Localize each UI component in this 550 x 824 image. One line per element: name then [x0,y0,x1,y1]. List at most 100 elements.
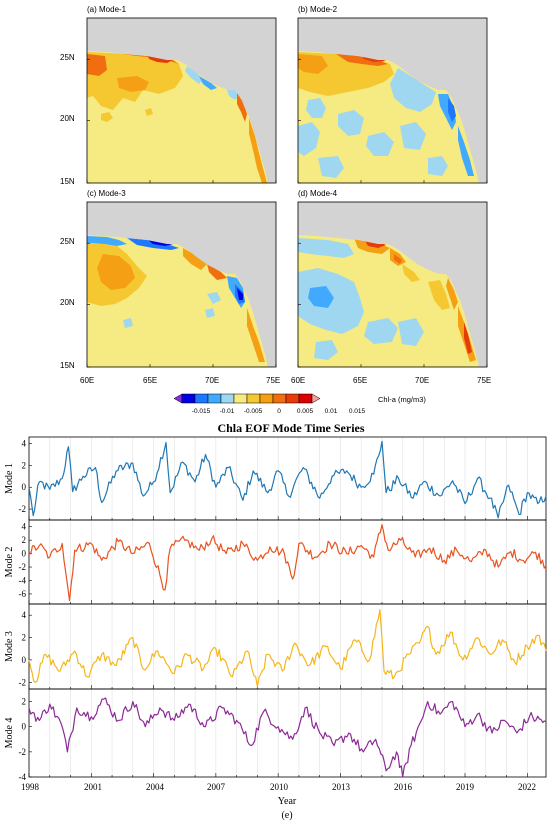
colorbar-tick-label: 0.01 [325,408,338,415]
anomaly-region [207,264,227,280]
map-field [297,17,488,184]
x-tick-label: 2007 [207,782,226,792]
colorbar-swatch [207,393,222,404]
y-tick-label: 4 [22,439,27,449]
lon-tick-label: 70E [415,376,429,385]
y-tick-label: 2 [22,633,27,643]
y-axis-label: Mode 3 [4,631,15,662]
anomaly-region [237,93,247,122]
anomaly-region [366,132,394,156]
anomaly-region [117,76,149,92]
chart-title: Chla EOF Mode Time Series [217,421,364,435]
colorbar-swatches [173,393,321,404]
anomaly-region [446,278,458,310]
y-tick-label: -4 [19,772,27,782]
x-tick-label: 2016 [394,782,413,792]
land [87,202,276,367]
lat-tick-label: 20N [60,298,75,307]
anomaly-region [298,238,354,258]
x-tick-label: 2004 [146,782,165,792]
colorbar-tick-label: 0 [277,408,281,415]
map-title: (b) Mode-2 [298,5,338,14]
lon-tick-label: 75E [266,376,280,385]
colorbar-tick-label: -0.015 [192,408,211,415]
anomaly-region [87,236,127,246]
colorbar-swatch [233,393,248,404]
colorbar-swatch [285,393,300,404]
series-line [28,524,547,602]
y-tick-label: -6 [19,589,27,599]
map-title: (c) Mode-3 [87,189,126,198]
time-series-chart: 4 2 0 -2 Mode 1 4 2 0 -2 -4 -6 Mode 2 4 2 0 -2 Mode 3 2 0 -… [4,436,547,782]
anomaly-region [237,288,243,300]
anomaly-region [428,280,450,310]
y-tick-label: 0 [22,549,27,559]
anomaly-region [249,118,267,183]
y-axis-label: Mode 4 [4,718,15,749]
anomaly-region [247,308,265,362]
y-tick-label: -2 [19,747,27,757]
sea [298,235,479,367]
anomaly-region [97,254,135,290]
lat-tick-label: 25N [60,53,75,62]
map-field [297,201,488,368]
x-tick-label: 1998 [21,782,40,792]
y-tick-label: 0 [22,482,27,492]
anomaly-region [185,66,203,84]
y-tick-label: 2 [22,535,27,545]
lon-tick-label: 60E [291,376,305,385]
anomaly-region [336,54,388,66]
lon-tick-label: 65E [353,376,367,385]
map-frame [86,201,277,368]
anomaly-region [390,68,436,112]
lat-tick-label: 20N [60,114,75,123]
colorbar-tick-label: -0.01 [220,408,235,415]
y-tick-label: 0 [22,722,27,732]
anomaly-region [145,108,153,116]
land [298,18,487,183]
anomaly-region [364,318,398,344]
colorbar-swatch [220,393,235,404]
y-tick-label: -2 [19,562,27,572]
map-panel-mode-2: (b) Mode-2 [297,5,488,184]
lon-tick-label: 75E [477,376,491,385]
map-frame [86,17,277,184]
anomaly-region [318,156,344,178]
y-tick-label: 0 [22,655,27,665]
panel-frame [28,603,547,690]
anomaly-region [199,76,217,90]
series-panel: 4 2 0 -2 Mode 1 [4,436,547,521]
x-tick-label: 2010 [270,782,289,792]
anomaly-region [338,110,364,136]
x-tick-label: 2022 [518,782,536,792]
series-line [28,608,547,688]
map-panel-mode-1: (a) Mode-1 [86,5,277,184]
anomaly-region [123,318,133,328]
y-tick-label: -2 [19,504,27,514]
anomaly-region [402,264,420,282]
series-panel: 4 2 0 -2 -4 -6 Mode 2 [4,519,547,605]
anomaly-region [298,122,320,156]
colorbar-tick-label: 0.015 [349,408,366,415]
lat-tick-label: 25N [60,237,75,246]
colorbar-swatch [181,393,196,404]
anomaly-region [207,292,221,304]
land [87,18,276,183]
map-frame [297,201,488,368]
land [298,202,487,367]
map-field [86,17,277,184]
anomaly-region [227,90,239,100]
y-tick-label: 4 [22,610,27,620]
anomaly-region [394,254,402,264]
map-panel-mode-4: (d) Mode-4 [297,189,488,368]
panel-label: (e) [281,810,292,821]
colorbar-tick-label: 0.005 [297,408,314,415]
x-tick-label: 2001 [84,782,102,792]
series-panel: 4 2 0 -2 Mode 3 [4,603,547,690]
anomaly-region [205,308,215,318]
map-title: (d) Mode-4 [298,189,338,198]
lon-tick-label: 70E [205,376,219,385]
lat-tick-label: 15N [60,177,75,186]
lat-tick-label: 15N [60,361,75,370]
y-tick-label: -4 [19,575,27,585]
